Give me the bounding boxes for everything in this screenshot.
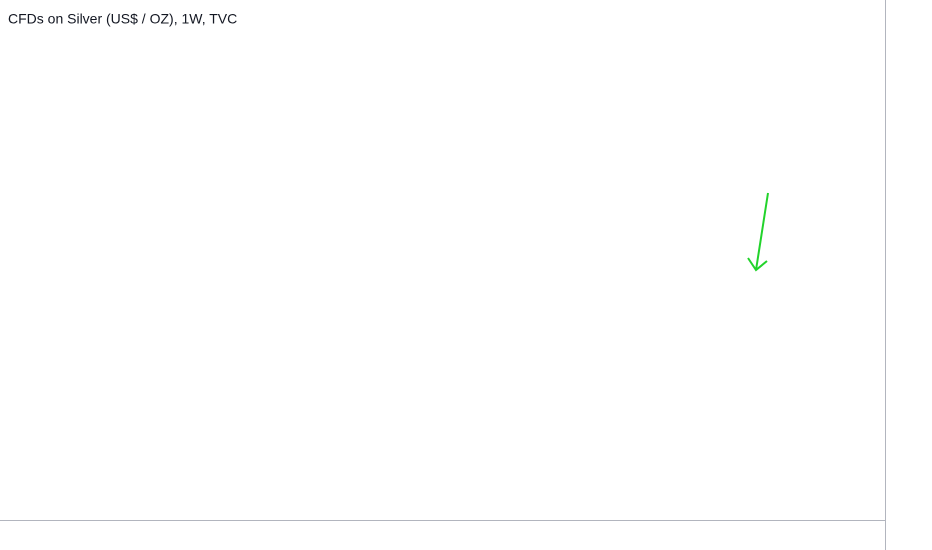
chart-title: CFDs on Silver (US$ / OZ), 1W, TVC [8, 11, 237, 27]
annotation-arrow [747, 192, 769, 272]
